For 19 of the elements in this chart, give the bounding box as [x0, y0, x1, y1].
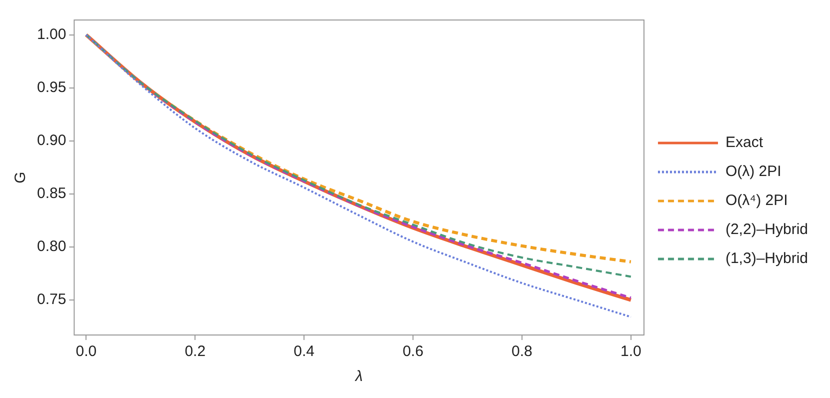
- y-tick-label: 0.80: [36, 238, 66, 256]
- legend-label: (1,3)–Hybrid: [725, 250, 808, 268]
- x-tick-label: 0.8: [512, 343, 532, 360]
- x-tick-label: 0.4: [294, 343, 314, 360]
- x-tick-label: 0.2: [184, 343, 206, 360]
- y-axis-title: G: [12, 172, 30, 184]
- legend-label: (2,2)–Hybrid: [725, 221, 808, 238]
- legend-label: Exact: [725, 134, 764, 152]
- legend-label: O(λ⁴) 2PI: [725, 192, 788, 210]
- x-tick-label: 1.0: [620, 343, 642, 360]
- x-tick-label: 0.6: [402, 343, 424, 360]
- y-tick-label: 0.95: [36, 79, 66, 96]
- y-tick-label: 0.85: [36, 185, 66, 202]
- y-tick-label: 0.90: [36, 132, 66, 150]
- y-tick-label: 1.00: [36, 26, 66, 43]
- y-tick-label: 0.75: [36, 291, 66, 308]
- x-axis-title: λ: [354, 368, 363, 386]
- x-tick-label: 0.0: [76, 343, 97, 360]
- legend-label: O(λ) 2PI: [725, 163, 782, 180]
